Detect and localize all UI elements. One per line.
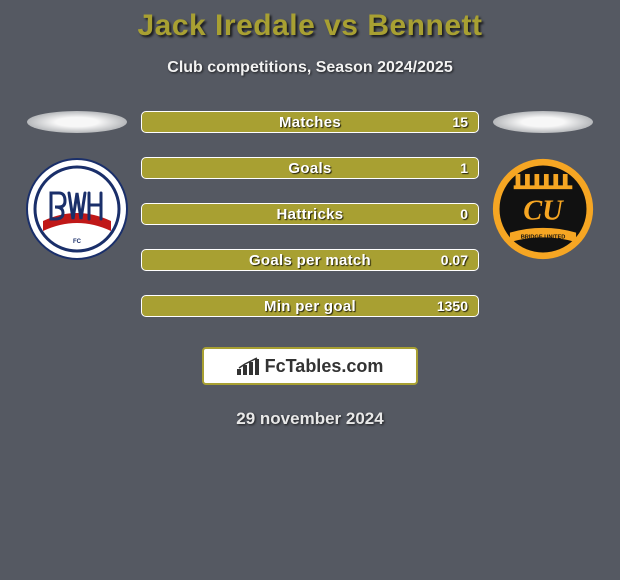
left-side: FC	[17, 111, 137, 261]
fctables-badge: FcTables.com	[202, 347, 418, 385]
stat-value: 0.07	[441, 252, 468, 268]
svg-text:FC: FC	[73, 239, 82, 245]
stat-label: Goals	[142, 160, 478, 177]
attribution-row: FcTables.com	[0, 347, 620, 385]
page-title: Jack Iredale vs Bennett	[0, 9, 620, 43]
fctables-label: FcTables.com	[265, 356, 384, 377]
left-shadow	[27, 111, 127, 133]
crest-right-label: CU	[523, 195, 564, 226]
comparison-row: FC Matches 15 Goals 1 Hattricks 0	[0, 111, 620, 317]
stat-row-hattricks: Hattricks 0	[141, 203, 479, 225]
bar-chart-icon	[237, 357, 259, 375]
stat-value: 0	[460, 206, 468, 222]
stat-label: Min per goal	[142, 298, 478, 315]
stat-value: 1	[460, 160, 468, 176]
stat-row-matches: Matches 15	[141, 111, 479, 133]
stat-row-goals-per-match: Goals per match 0.07	[141, 249, 479, 271]
stat-row-goals: Goals 1	[141, 157, 479, 179]
content: Jack Iredale vs Bennett Club competition…	[0, 0, 620, 429]
stat-row-min-per-goal: Min per goal 1350	[141, 295, 479, 317]
team-crest-right: CU BRIDGE UNITED	[491, 157, 595, 261]
date-label: 29 november 2024	[0, 409, 620, 429]
page-root: Jack Iredale vs Bennett Club competition…	[0, 0, 620, 580]
bolton-crest-icon: FC	[25, 157, 129, 261]
cambridge-crest-icon: CU BRIDGE UNITED	[491, 154, 595, 264]
right-shadow	[493, 111, 593, 133]
stats-column: Matches 15 Goals 1 Hattricks 0 Goals per…	[137, 111, 483, 317]
stat-value: 1350	[437, 298, 468, 314]
stat-label: Hattricks	[142, 206, 478, 223]
right-side: CU BRIDGE UNITED	[483, 111, 603, 261]
stat-value: 15	[452, 114, 468, 130]
stat-label: Matches	[142, 114, 478, 131]
stat-label: Goals per match	[142, 252, 478, 269]
team-crest-left: FC	[25, 157, 129, 261]
subtitle: Club competitions, Season 2024/2025	[0, 59, 620, 77]
svg-text:BRIDGE UNITED: BRIDGE UNITED	[521, 234, 566, 240]
